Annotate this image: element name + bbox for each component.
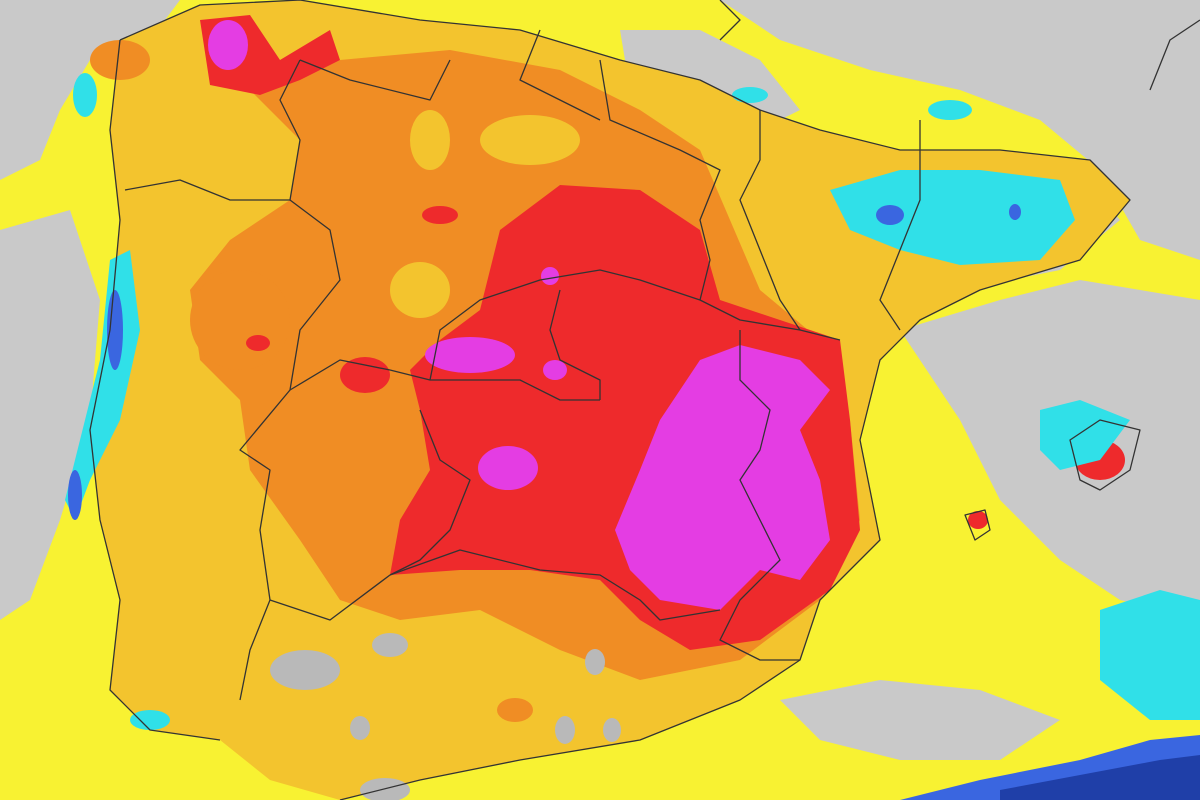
deep-blue-zone bbox=[1000, 755, 1200, 800]
region-borders bbox=[89, 0, 1200, 800]
magenta-zone bbox=[615, 345, 830, 610]
magenta-patches bbox=[208, 20, 567, 490]
